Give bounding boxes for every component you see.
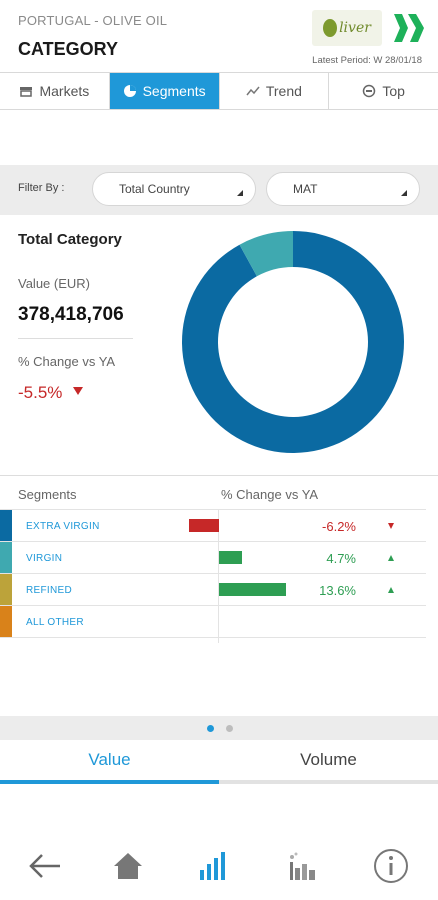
page-dot-2[interactable] [226,725,233,732]
page-dot-1[interactable] [207,725,214,732]
segment-row[interactable]: VIRGIN 4.7% [0,541,426,574]
market-data-button[interactable] [282,846,322,886]
tab-segments-label: Segments [142,83,206,99]
olive-oil-brand-logo: liver [312,10,382,46]
donut-slice-extra-virgin[interactable] [182,231,404,453]
bar-chart-icon [200,852,225,880]
back-arrow-icon [29,854,60,878]
olive-icon [323,19,338,37]
tab-markets[interactable]: Markets [0,73,110,109]
home-button[interactable] [108,846,148,886]
trend-icon [246,86,260,96]
measure-toggle: Value Volume [0,740,438,784]
segment-change-value: 13.6% [319,583,356,598]
dropdown-caret-icon [401,190,407,196]
value-label: Value (EUR) [18,276,91,291]
volume-toggle-button[interactable]: Volume [219,740,438,784]
header: PORTUGAL - OLIVE OIL CATEGORY liver Late… [0,0,438,72]
segment-color-swatch [0,606,12,638]
page-subtitle: PORTUGAL - OLIVE OIL [18,13,168,28]
pager [0,716,438,740]
segment-name[interactable]: REFINED [26,585,72,596]
company-logo-icon [394,14,424,42]
segment-row[interactable]: EXTRA VIRGIN -6.2% [0,509,426,542]
segment-row[interactable]: REFINED 13.6% [0,573,426,606]
change-value: -5.5% [18,383,63,402]
segments-header: Segments [18,487,77,502]
value-number: 378,418,706 [18,304,124,325]
page-title: CATEGORY [18,39,119,59]
latest-period: Latest Period: W 28/01/18 [312,55,422,66]
factory-chart-icon [290,852,315,880]
donut-slice-virgin[interactable] [239,231,293,277]
country-dropdown-value: Total Country [119,182,190,196]
tab-trend-label: Trend [265,83,302,99]
tab-top-label: Top [382,83,405,99]
divider [0,637,426,638]
value-toggle-button[interactable]: Value [0,740,219,784]
tab-bar: Markets Segments Trend Top [0,72,438,110]
down-arrow-icon [388,523,394,529]
country-dropdown[interactable]: Total Country [92,172,256,206]
brand-logo-text: liver [339,20,371,36]
back-button[interactable] [25,846,65,886]
change-label: % Change vs YA [18,354,116,369]
segment-change-value: 4.7% [326,551,356,566]
home-icon [114,853,142,879]
segment-color-swatch [0,510,12,542]
dropdown-caret-icon [237,190,243,196]
divider [18,338,133,339]
tab-top[interactable]: Top [329,73,438,109]
segment-change-bar [219,551,243,564]
segment-name[interactable]: ALL OTHER [26,617,84,628]
top-icon [363,84,376,98]
store-icon [20,87,33,97]
pie-icon [123,85,136,97]
segment-name[interactable]: EXTRA VIRGIN [26,521,100,532]
segment-row[interactable]: ALL OTHER [0,605,426,638]
segment-donut-chart [182,231,404,453]
segment-color-swatch [0,574,12,606]
down-arrow-icon [73,387,83,395]
tab-markets-label: Markets [39,83,90,99]
tab-segments[interactable]: Segments [109,73,220,109]
divider [0,475,438,476]
info-icon [374,849,408,883]
period-dropdown-value: MAT [293,182,318,196]
info-button[interactable] [371,846,411,886]
segment-color-swatch [0,542,12,574]
tab-trend[interactable]: Trend [220,73,330,109]
up-arrow-icon [388,587,394,593]
segment-change-bar [219,583,286,596]
filter-bar: Filter By : Total Country MAT [0,165,438,215]
filter-label: Filter By : [18,182,65,194]
period-dropdown[interactable]: MAT [266,172,420,206]
change-header: % Change vs YA [221,487,319,502]
zero-axis-line [218,509,219,643]
segment-change-bar [188,519,219,532]
charts-button[interactable] [194,846,234,886]
up-arrow-icon [388,555,394,561]
bottom-nav [0,840,438,896]
segment-name[interactable]: VIRGIN [26,553,63,564]
total-category-title: Total Category [18,231,122,248]
segment-change-value: -6.2% [322,519,356,534]
